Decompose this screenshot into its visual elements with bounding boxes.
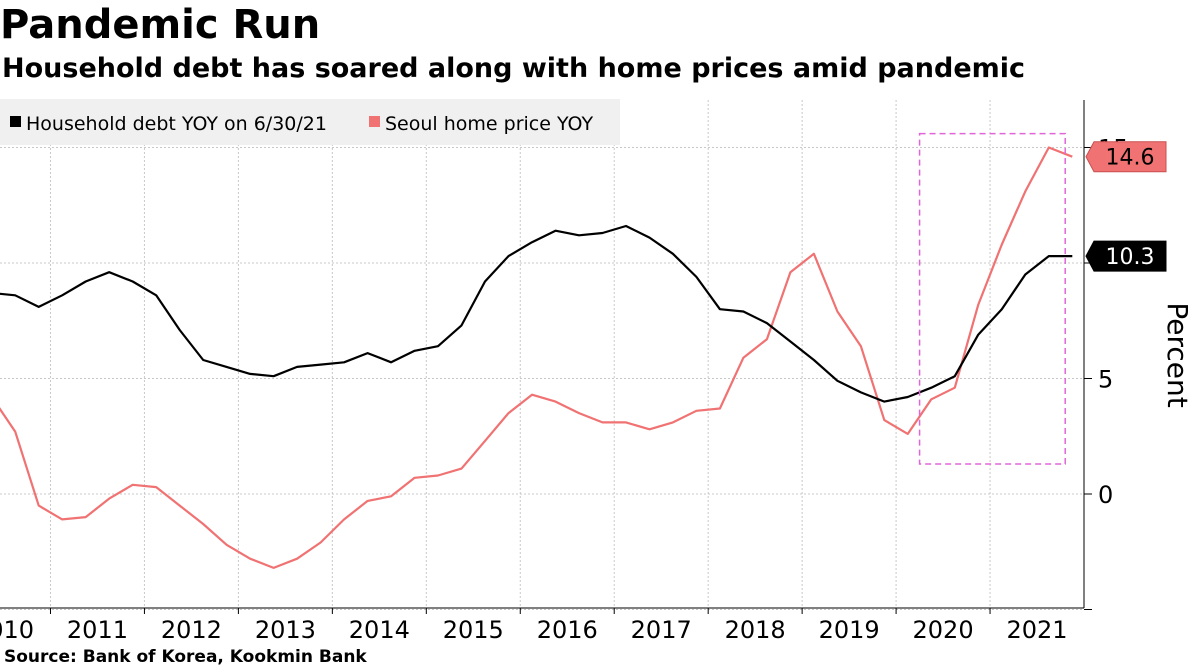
legend-swatch-seoul-home-price <box>369 116 380 127</box>
end-label-seoul-home-price: 14.6 <box>1106 146 1155 171</box>
end-label-household-debt: 10.3 <box>1106 245 1155 270</box>
y-axis-title: Percent <box>1161 302 1194 407</box>
x-tick-label: 2021 <box>1006 616 1067 644</box>
legend-label-household-debt: Household debt YOY on 6/30/21 <box>26 113 327 135</box>
x-tick-label: 2014 <box>349 616 410 644</box>
x-tick-label: 2011 <box>67 616 128 644</box>
chart-title: Pandemic Run <box>0 2 321 48</box>
end-label-seoul-home-price-tag <box>1085 141 1167 173</box>
highlight-box <box>918 132 1066 465</box>
end-label-household-debt-tag <box>1085 240 1167 272</box>
y-tick-label: 5 <box>1098 366 1113 394</box>
x-tick-label: 2018 <box>725 616 786 644</box>
x-tick-label: 2015 <box>443 616 504 644</box>
x-tick-label: 2010 <box>0 616 34 644</box>
chart-subtitle: Household debt has soared along with hom… <box>2 53 1026 84</box>
x-tick-label: 2016 <box>537 616 598 644</box>
source-note: Source: Bank of Korea, Kookmin Bank <box>4 647 367 667</box>
legend-label-seoul-home-price: Seoul home price YOY <box>385 113 593 135</box>
legend-swatch-household-debt <box>10 116 21 127</box>
series-line-seoul-home-price <box>0 146 1073 570</box>
x-tick-label: 2017 <box>631 616 692 644</box>
x-tick-label: 2020 <box>913 616 974 644</box>
series-line-household-debt <box>0 224 1073 403</box>
legend-background <box>0 99 620 145</box>
x-tick-label: 2013 <box>255 616 316 644</box>
x-tick-label: 2019 <box>819 616 880 644</box>
y-tick-label: 0 <box>1098 481 1113 509</box>
x-tick-label: 2012 <box>161 616 222 644</box>
